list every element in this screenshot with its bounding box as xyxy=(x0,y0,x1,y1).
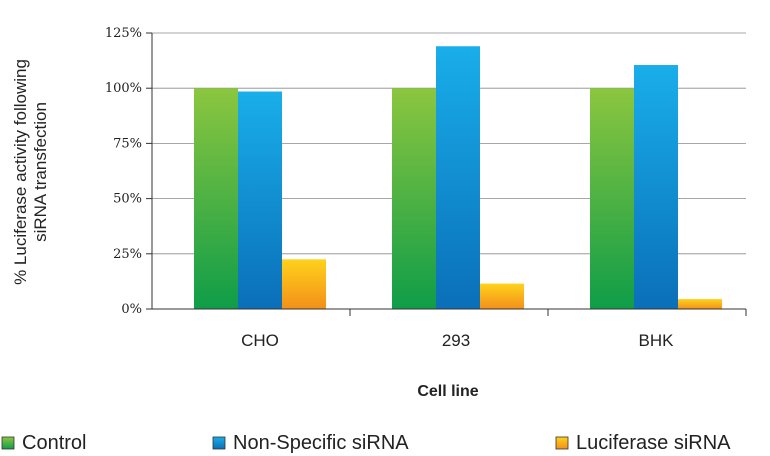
bar-bhk-control xyxy=(590,88,634,309)
bar-293-luciferase-sirna xyxy=(480,284,524,309)
y-tick-label: 0% xyxy=(121,302,142,317)
y-axis-title-line-1: % Luciferase activity following xyxy=(11,59,30,285)
bar-cho-non-specific-sirna xyxy=(238,92,282,309)
legend-label: Luciferase siRNA xyxy=(576,432,731,454)
bars-group xyxy=(194,46,722,309)
y-axis-title-line-2: siRNA transfection xyxy=(31,102,50,242)
y-tick-label: 25% xyxy=(113,247,142,262)
bar-293-control xyxy=(392,88,436,309)
legend: Control Non-Specific siRNA Luciferase siRN… xyxy=(2,432,731,454)
bar-293-non-specific-sirna xyxy=(436,46,480,309)
bar-cho-luciferase-sirna xyxy=(282,259,326,309)
x-tick-label: CHO xyxy=(241,331,279,350)
legend-swatch-luciferase-sirna xyxy=(556,437,568,449)
legend-swatch-control xyxy=(2,437,14,449)
x-tick-label: 293 xyxy=(442,331,470,350)
legend-swatch-non-specific-sirna xyxy=(213,437,225,449)
legend-label: Control xyxy=(22,432,86,454)
y-tick-label: 75% xyxy=(113,136,142,151)
y-tick-label: 125% xyxy=(105,26,142,41)
y-tick-label: 50% xyxy=(113,192,142,207)
y-axis-title: % Luciferase activity following siRNA tr… xyxy=(11,59,50,285)
x-tick-labels: CHO 293 BHK xyxy=(241,331,674,350)
bar-bhk-luciferase-sirna xyxy=(678,299,722,309)
x-tick-label: BHK xyxy=(639,331,675,350)
y-tick-labels: 0% 25% 50% 75% 100% 125% xyxy=(105,26,142,317)
bar-cho-control xyxy=(194,88,238,309)
bar-bhk-non-specific-sirna xyxy=(634,65,678,309)
legend-label: Non-Specific siRNA xyxy=(233,432,409,454)
x-axis-title: Cell line xyxy=(417,383,478,400)
y-tick-label: 100% xyxy=(105,81,142,96)
